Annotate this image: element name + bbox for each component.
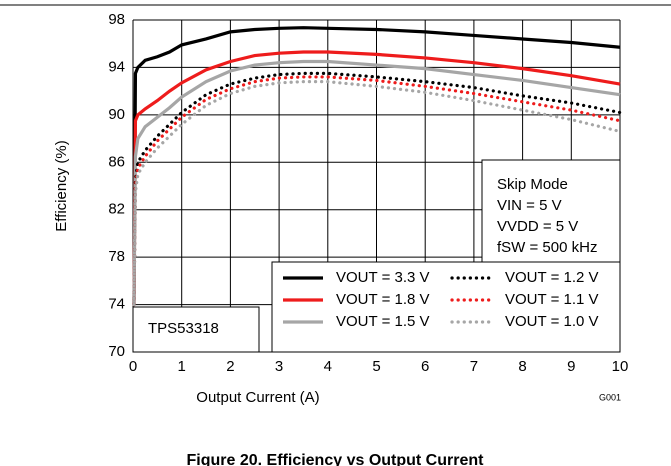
x-axis-label: Output Current (A) [196, 389, 319, 406]
x-tick-label: 8 [518, 358, 526, 375]
series-line [132, 71, 622, 307]
x-tick-label: 3 [275, 358, 283, 375]
annotation-line: fSW = 500 kHz [497, 239, 597, 256]
legend-label: VOUT = 1.5 V [336, 313, 430, 330]
y-tick-label: 98 [108, 11, 125, 28]
legend-label: VOUT = 1.2 V [505, 269, 599, 286]
x-tick-label: 4 [324, 358, 332, 375]
y-tick-label: 78 [108, 248, 125, 265]
x-tick-label: 6 [421, 358, 429, 375]
x-tick-label: 10 [612, 358, 629, 375]
legend-label: VOUT = 3.3 V [336, 269, 430, 286]
series-line [132, 80, 622, 307]
legend-label: VOUT = 1.0 V [505, 313, 599, 330]
x-tick-label: 2 [226, 358, 234, 375]
device-box [132, 306, 260, 353]
figure-id: G001 [599, 392, 621, 402]
y-tick-label: 94 [108, 58, 125, 75]
series-line [132, 26, 621, 305]
y-axis-label: Efficiency (%) [53, 140, 70, 231]
legend-label: VOUT = 1.8 V [336, 291, 430, 308]
legend-box [271, 261, 621, 353]
x-tick-label: 1 [178, 358, 186, 375]
y-tick-label: 82 [108, 201, 125, 218]
y-tick-label: 74 [108, 296, 125, 313]
series-line [132, 75, 622, 307]
y-tick-label: 70 [108, 343, 125, 360]
x-tick-label: 0 [129, 358, 137, 375]
series-line [132, 50, 621, 305]
x-tick-label: 9 [567, 358, 575, 375]
device-label: TPS53318 [148, 320, 219, 337]
legend-label: VOUT = 1.1 V [505, 291, 599, 308]
x-tick-label: 7 [470, 358, 478, 375]
chart-title: Figure 20. Efficiency vs Output Current [187, 452, 485, 466]
y-tick-label: 86 [108, 153, 125, 170]
annotation-line: VVDD = 5 V [497, 218, 578, 235]
annotation-line: VIN = 5 V [497, 197, 562, 214]
x-tick-label: 5 [372, 358, 380, 375]
y-tick-label: 90 [108, 106, 125, 123]
annotation-line: Skip Mode [497, 176, 568, 193]
series-line [132, 59, 621, 305]
annotation-box [481, 159, 621, 263]
